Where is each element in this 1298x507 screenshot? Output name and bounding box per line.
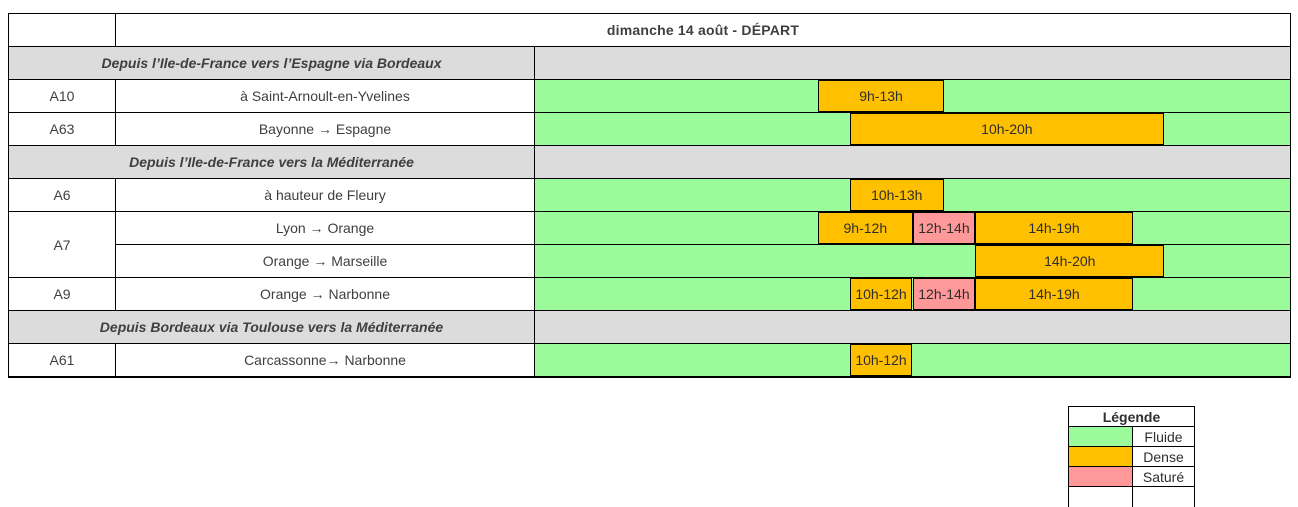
title-row: dimanche 14 août - DÉPART bbox=[8, 13, 1291, 47]
table-row: A6 à hauteur de Fleury 10h-13h bbox=[8, 178, 1291, 212]
road-cell: A10 bbox=[8, 79, 116, 113]
legend-title: Légende bbox=[1068, 406, 1195, 427]
traffic-segment-dense: 9h-13h bbox=[818, 80, 944, 112]
traffic-table-body: dimanche 14 août - DÉPART Depuis l’Ile-d… bbox=[8, 13, 1291, 378]
table-row: A7 Lyon → Orange 9h-12h 12h-14h 14h-19h bbox=[8, 211, 1291, 278]
traffic-segment-sature: 12h-14h bbox=[912, 212, 976, 244]
road-cell: A61 bbox=[8, 343, 116, 378]
section-header-track bbox=[534, 310, 1291, 344]
traffic-segment-sature: 12h-14h bbox=[912, 278, 976, 310]
route-cell: à Saint-Arnoult-en-Yvelines bbox=[115, 79, 535, 113]
legend-row: Fluide bbox=[1068, 426, 1195, 447]
legend-title-row: Légende bbox=[1068, 406, 1195, 427]
legend-body: Légende Fluide Dense Saturé bbox=[1068, 406, 1195, 507]
timeline-track: 9h-12h 12h-14h 14h-19h bbox=[534, 211, 1291, 245]
route-cell: Orange → Marseille bbox=[115, 244, 535, 278]
traffic-segment-dense: 10h-12h bbox=[849, 344, 913, 375]
legend-label: Fluide bbox=[1132, 426, 1195, 447]
traffic-segment-dense: 10h-13h bbox=[849, 179, 944, 211]
route-cell: Lyon → Orange bbox=[115, 211, 535, 245]
traffic-segment-dense: 10h-12h bbox=[849, 278, 913, 310]
section-header-label: Depuis l’Ile-de-France vers l’Espagne vi… bbox=[8, 46, 535, 80]
legend-row: Dense bbox=[1068, 446, 1195, 467]
road-cell: A9 bbox=[8, 277, 116, 311]
road-cell: A63 bbox=[8, 112, 116, 146]
traffic-segment-dense: 10h-20h bbox=[849, 113, 1165, 145]
traffic-forecast-table: dimanche 14 août - DÉPART Depuis l’Ile-d… bbox=[8, 13, 1291, 378]
route-cell: Carcassonne→ Narbonne bbox=[115, 343, 535, 378]
section-header-label: Depuis Bordeaux via Toulouse vers la Méd… bbox=[8, 310, 535, 344]
section-header-label: Depuis l’Ile-de-France vers la Méditerra… bbox=[8, 145, 535, 179]
table-row: A9 Orange → Narbonne 10h-12h 12h-14h 14h-19h bbox=[8, 277, 1291, 311]
traffic-segment-dense: 14h-19h bbox=[975, 212, 1133, 244]
legend: Légende Fluide Dense Saturé bbox=[1068, 406, 1195, 507]
section-row: Depuis l’Ile-de-France vers la Méditerra… bbox=[8, 145, 1291, 179]
legend-row: Saturé bbox=[1068, 466, 1195, 487]
legend-cutoff-row bbox=[1068, 486, 1195, 507]
road-cell: A6 bbox=[8, 178, 116, 212]
page-title: dimanche 14 août - DÉPART bbox=[115, 13, 1291, 47]
corner-spacer bbox=[8, 13, 116, 47]
legend-cutoff-label bbox=[1132, 486, 1195, 507]
table-row: A61 Carcassonne→ Narbonne 10h-12h bbox=[8, 343, 1291, 378]
road-cell: A7 bbox=[8, 211, 116, 278]
section-header-track bbox=[534, 46, 1291, 80]
legend-swatch-fluide bbox=[1068, 426, 1133, 447]
table-row: A63 Bayonne → Espagne 10h-20h bbox=[8, 112, 1291, 146]
section-header-track bbox=[534, 145, 1291, 179]
traffic-segment-dense: 9h-12h bbox=[818, 212, 913, 244]
route-cell: à hauteur de Fleury bbox=[115, 178, 535, 212]
legend-label: Saturé bbox=[1132, 466, 1195, 487]
timeline-track: 14h-20h bbox=[534, 244, 1291, 278]
timeline-track: 10h-13h bbox=[534, 178, 1291, 212]
section-row: Depuis Bordeaux via Toulouse vers la Méd… bbox=[8, 310, 1291, 344]
legend-label: Dense bbox=[1132, 446, 1195, 467]
legend-swatch-sature bbox=[1068, 466, 1133, 487]
legend-swatch-dense bbox=[1068, 446, 1133, 467]
table-row: A10 à Saint-Arnoult-en-Yvelines 9h-13h bbox=[8, 79, 1291, 113]
traffic-segment-dense: 14h-20h bbox=[975, 245, 1165, 277]
timeline-track: 9h-13h bbox=[534, 79, 1291, 113]
timeline-track: 10h-20h bbox=[534, 112, 1291, 146]
table-row: Orange → Marseille 14h-20h bbox=[9, 244, 1291, 278]
timeline-track: 10h-12h bbox=[534, 343, 1291, 378]
section-row: Depuis l’Ile-de-France vers l’Espagne vi… bbox=[8, 46, 1291, 80]
route-cell: Orange → Narbonne bbox=[115, 277, 535, 311]
legend-cutoff-swatch bbox=[1068, 486, 1133, 507]
timeline-track: 10h-12h 12h-14h 14h-19h bbox=[534, 277, 1291, 311]
route-cell: Bayonne → Espagne bbox=[115, 112, 535, 146]
traffic-segment-dense: 14h-19h bbox=[975, 278, 1133, 310]
